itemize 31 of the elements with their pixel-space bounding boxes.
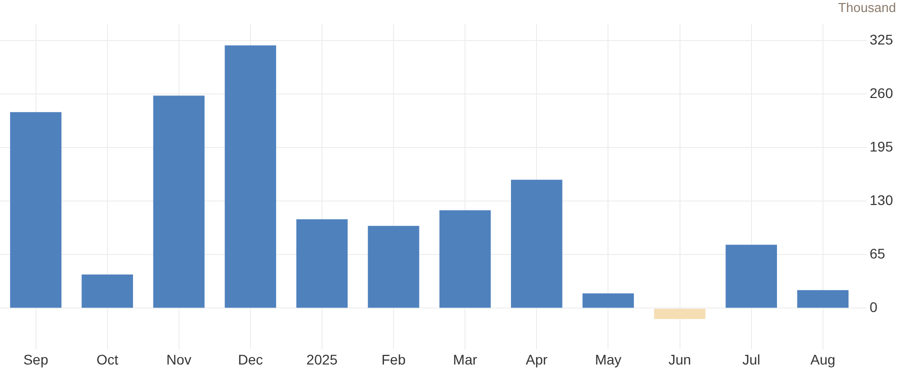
y-tick-label: 130 (870, 192, 894, 208)
x-tick-label: 2025 (306, 351, 338, 368)
y-tick-label: 0 (870, 299, 878, 316)
y-axis-title: Thousand (838, 0, 896, 15)
y-tick-label: 260 (870, 84, 894, 101)
x-tick-label: Jun (668, 351, 692, 368)
bar (368, 226, 420, 308)
bar (296, 219, 348, 308)
bar (654, 308, 706, 319)
y-tick-label: 65 (870, 246, 886, 262)
x-tick-label: Oct (96, 351, 118, 368)
x-tick-label: Feb (381, 351, 406, 368)
bar (224, 45, 276, 308)
bar (510, 180, 562, 308)
bar (153, 96, 205, 308)
x-tick-label: Nov (166, 351, 192, 368)
x-tick-label: Aug (810, 351, 836, 368)
y-tick-label: 325 (870, 31, 894, 48)
bar (439, 210, 491, 308)
x-tick-label: Apr (526, 351, 548, 368)
x-tick-label: Sep (23, 351, 48, 368)
bar (582, 293, 634, 308)
x-tick-label: Mar (453, 351, 478, 368)
x-tick-label: May (594, 351, 622, 368)
x-tick-label: Dec (238, 351, 263, 368)
bar (10, 112, 62, 308)
bar (82, 274, 134, 308)
bar (726, 244, 777, 308)
bar (797, 290, 849, 308)
x-tick-label: Jul (742, 351, 760, 368)
y-tick-label: 195 (870, 138, 894, 154)
